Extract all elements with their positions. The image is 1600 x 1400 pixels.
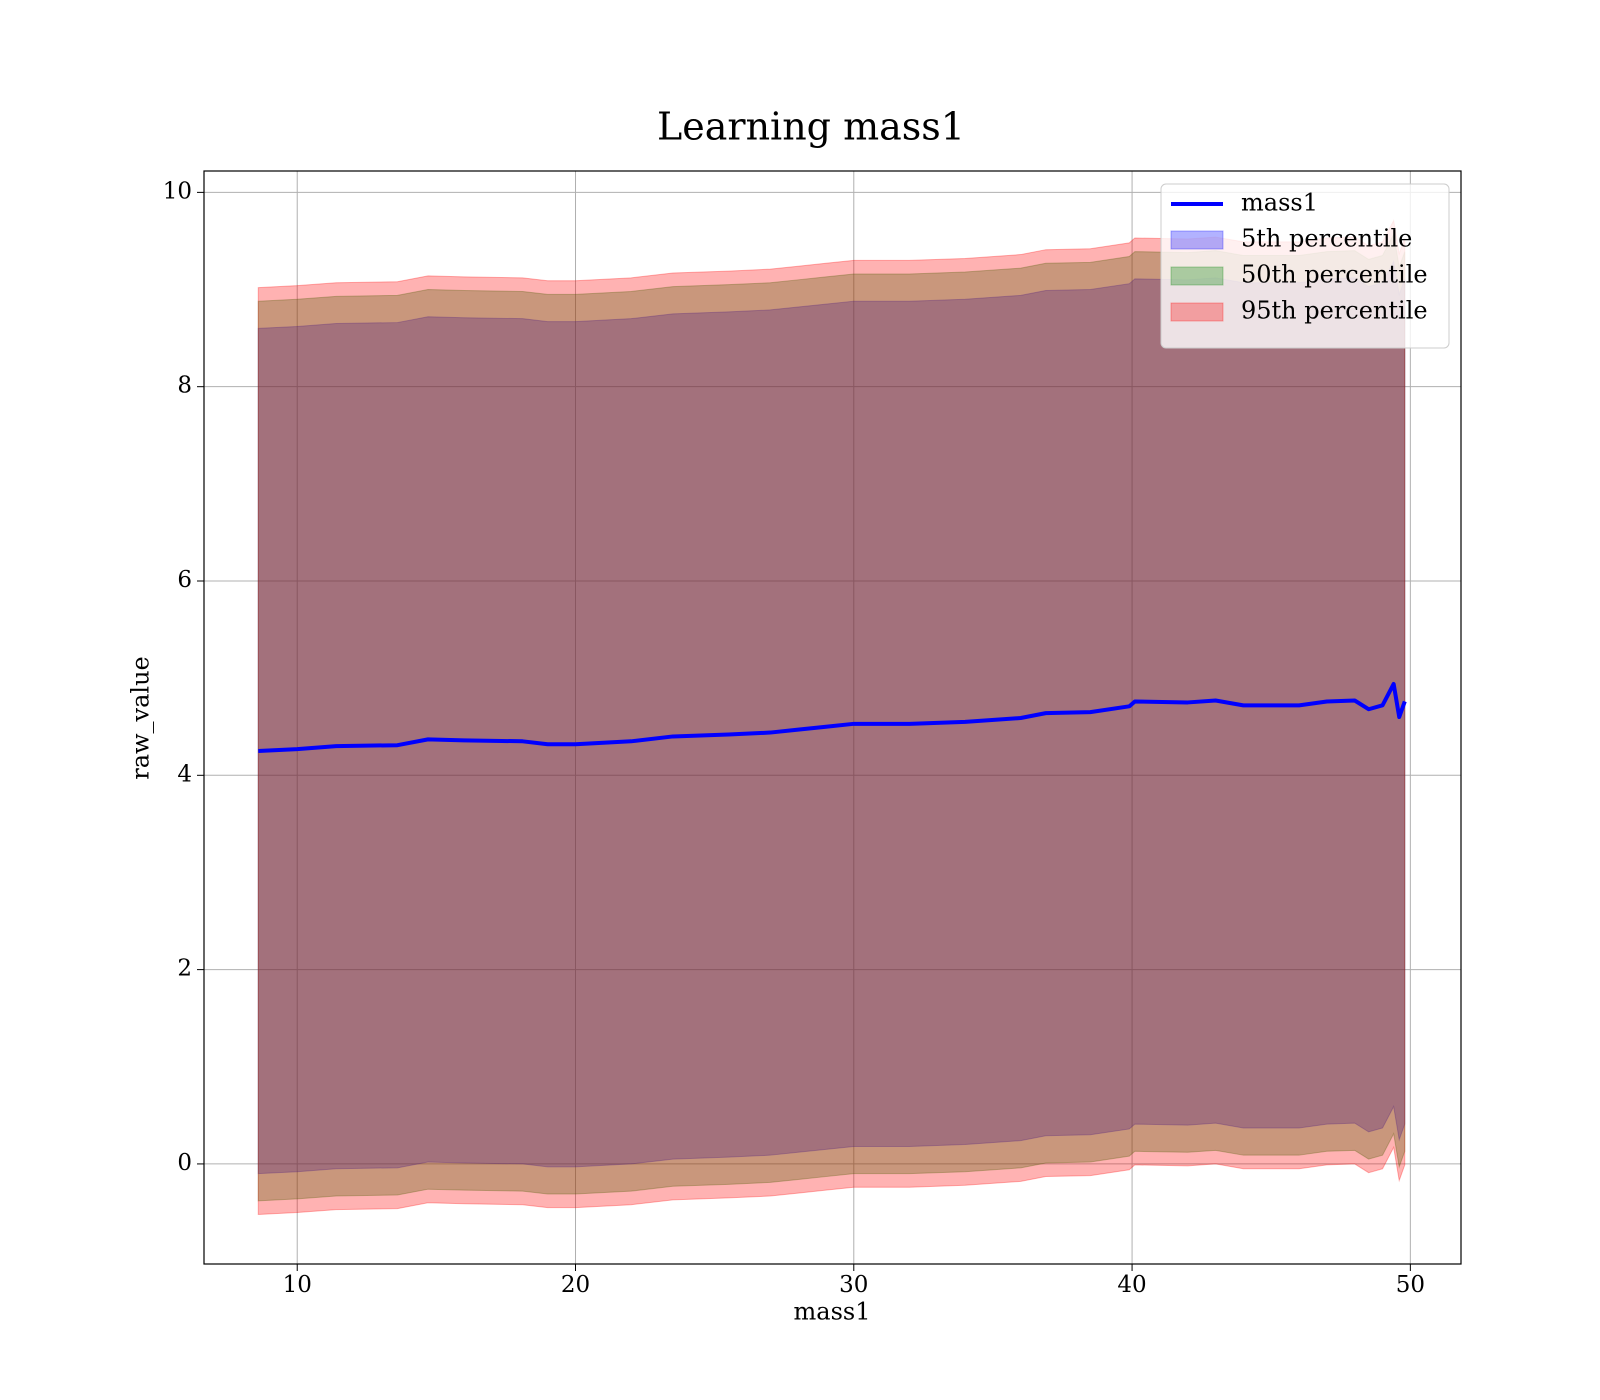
plot-frame [203,170,1462,1265]
x-tick-label: 50 [1396,1272,1425,1298]
x-tick-label: 40 [1117,1272,1146,1298]
legend: mass1 5th percentile 50th percentile 95th p… [1160,183,1450,349]
legend-label: 95th percentile [1241,297,1428,325]
x-tick-label: 30 [839,1272,868,1298]
y-tick-label: 4 [177,761,192,787]
y-tick-label: 6 [177,567,192,593]
percentile-band [257,218,1406,1215]
x-tick-label: 10 [283,1272,312,1298]
x-tick-label: 20 [561,1272,590,1298]
y-tick-label: 10 [163,178,192,204]
percentile-band [257,259,1406,1175]
chart-title: Learning mass1 [657,105,965,149]
legend-label: 5th percentile [1241,225,1412,253]
y-tick-label: 0 [177,1150,192,1176]
legend-label: mass1 [1241,189,1318,217]
y-tick-label: 8 [177,373,192,399]
legend-patch [1170,266,1224,286]
legend-patch [1170,302,1224,322]
percentile-band [257,232,1406,1202]
line [258,681,1407,754]
x-axis-label: mass1 [794,1298,871,1326]
y-axis-label: raw_value [127,656,155,780]
legend-label: 50th percentile [1241,261,1428,289]
legend-patch [1170,230,1224,250]
y-tick-label: 2 [177,956,192,982]
legend-box [1160,183,1450,349]
